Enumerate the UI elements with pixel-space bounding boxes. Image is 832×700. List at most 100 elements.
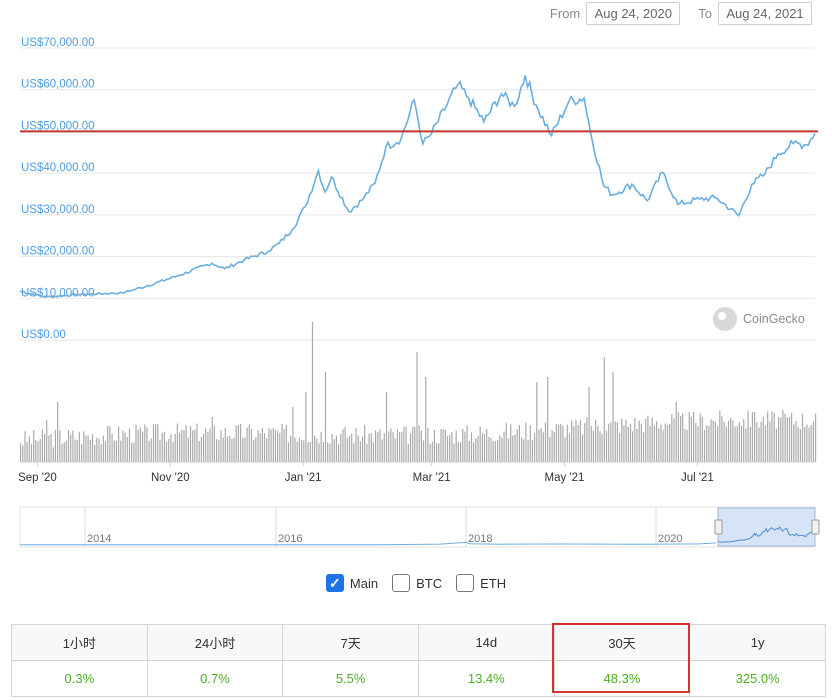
volume-bar [549,436,551,462]
value-14d: 13.4% [417,660,555,697]
navigator-selected-series-line [717,526,816,543]
volume-bar [680,416,682,462]
volume-bar [466,425,468,462]
volume-bar [714,421,716,462]
from-date-input[interactable]: Aug 24, 2020 [586,2,681,25]
volume-bar [418,425,420,462]
volume-bar [599,431,601,462]
volume-bar [222,437,224,462]
range-navigator[interactable]: 2014 2016 2018 2020 [19,506,820,548]
volume-bar [240,424,242,462]
x-tick-label: Jan '21 [285,472,322,484]
volume-bar [512,435,514,462]
volume-bar [59,430,61,462]
volume-bar [120,440,122,462]
volume-bar [50,434,52,462]
volume-bar [235,425,237,462]
volume-bar [54,429,56,462]
volume-bar [673,418,675,462]
volume-bar [292,407,294,462]
volume-bar [216,439,218,462]
volume-bar [137,429,139,462]
btc-checkbox[interactable] [392,574,411,592]
volume-bar [74,439,76,462]
to-date-input[interactable]: Aug 24, 2021 [718,2,812,25]
volume-bar [769,421,771,462]
volume-bar [743,418,745,462]
volume-bar [37,441,39,462]
volume-bar [253,439,255,462]
volume-bar [122,430,124,462]
volume-bar [314,435,316,462]
main-checkbox[interactable]: ✓ [325,574,344,592]
volume-bar [259,433,261,462]
volume-bar [211,417,213,462]
navigator-left-handle[interactable] [714,519,723,535]
volume-bar [516,429,518,462]
volume-bar [346,437,348,462]
volume-bar [351,433,353,462]
volume-bar [442,429,444,462]
volume-bar [756,422,758,462]
volume-bar [775,428,777,462]
eth-checkbox[interactable] [456,574,475,592]
volume-bar [255,437,257,462]
navigator-label: 2018 [468,533,492,545]
navigator-selection[interactable] [717,507,816,547]
volume-bar [179,432,181,462]
volume-bar [274,429,276,462]
volume-bar [745,428,747,462]
volume-bar [246,427,248,462]
volume-bar [747,410,749,462]
volume-bar [738,422,740,462]
volume-bar [111,433,113,462]
volume-bar [553,431,555,462]
volume-bar [35,440,37,462]
volume-bar [706,425,708,462]
volume-bar [784,413,786,462]
volume-bar [126,437,128,462]
header-14d: 14d [417,624,555,661]
volume-bar [372,442,374,462]
volume-bar [791,413,793,462]
volume-bar [61,443,63,462]
volume-bar [168,438,170,462]
volume-bar [388,431,390,462]
volume-bar [357,435,359,462]
volume-bar [244,437,246,462]
legend-eth[interactable]: ETH [456,574,506,592]
volume-bar [329,443,331,462]
volume-bar [33,430,35,462]
volume-bar [96,437,98,462]
volume-bar [527,440,529,462]
volume-bar [727,420,730,462]
volume-bar [619,433,621,462]
volume-bar [102,435,104,462]
volume-bar [338,444,340,462]
volume-bar [198,441,200,462]
price-series-line [19,75,816,299]
volume-bar [573,426,575,462]
volume-bar [270,429,272,462]
navigator-right-handle[interactable] [811,519,820,535]
volume-bar [263,433,266,462]
volume-bar [28,436,30,462]
volume-bar [298,437,300,462]
volume-bar [684,428,686,462]
volume-bar [409,433,412,462]
volume-bar [146,427,148,462]
volume-bar [730,417,732,462]
volume-bar [277,430,279,462]
volume-bar [590,426,592,462]
volume-bar [272,427,274,462]
volume-bar [268,428,270,462]
volume-bar [142,431,144,462]
volume-bar [24,431,26,462]
volume-bar [57,402,59,462]
volume-bar [394,438,396,462]
legend-main[interactable]: ✓ Main [325,574,378,592]
volume-bar [403,426,405,462]
volume-bar [804,427,806,462]
volume-bar [523,439,525,462]
legend-btc[interactable]: BTC [392,574,442,592]
